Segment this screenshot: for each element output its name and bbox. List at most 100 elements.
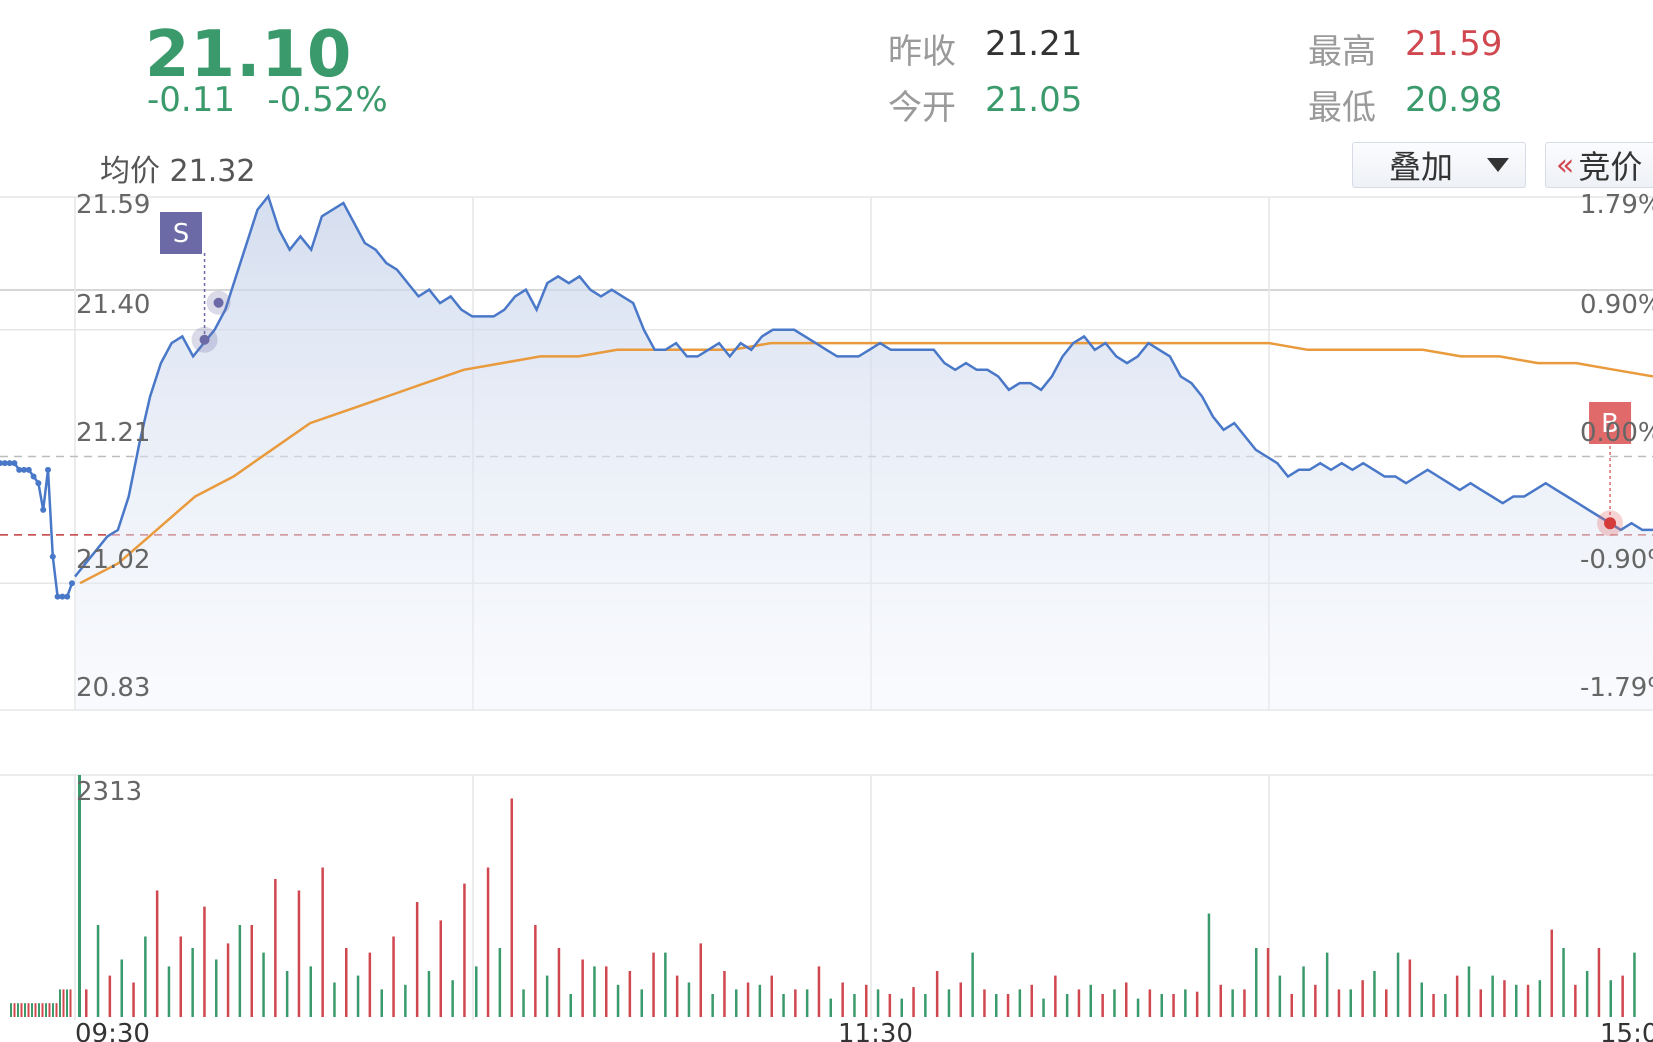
volume-bar [569, 994, 572, 1017]
caret-down-icon [1487, 158, 1509, 172]
volume-bar [226, 943, 230, 1017]
price-line [74, 193, 1653, 578]
volume-bar [463, 883, 466, 1017]
volume-bar [1148, 989, 1152, 1017]
pre-volume-bar [45, 1003, 47, 1017]
volume-bar [746, 982, 750, 1017]
volume-bar [1396, 952, 1400, 1017]
buy-badge-label: B [1601, 409, 1619, 439]
volume-bar [238, 925, 242, 1017]
volume-bar [912, 987, 915, 1017]
volume-bar [1065, 994, 1069, 1017]
volume-bar [498, 948, 502, 1017]
pre-volume-bar [48, 1003, 51, 1017]
volume-bar [486, 867, 490, 1017]
y-tick-right: 0.90% [1580, 290, 1653, 320]
volume-bar [1278, 975, 1282, 1017]
pre-market-point [21, 466, 27, 473]
pre-market-point [40, 506, 47, 513]
volume-bar [1231, 989, 1234, 1017]
volume-bar [1408, 959, 1412, 1017]
high-value: 21.59 [1405, 24, 1503, 64]
y-tick-left: 21.02 [76, 545, 150, 575]
volume-bar [427, 971, 431, 1017]
volume-bar [605, 966, 608, 1017]
volume-bar [1006, 994, 1010, 1017]
pre-market-point [35, 480, 42, 487]
volume-bar [1479, 989, 1482, 1017]
volume-bar [1385, 989, 1388, 1017]
volume-bar [1136, 998, 1140, 1017]
y-tick-left: 21.21 [76, 418, 150, 448]
pre-market-point [25, 466, 32, 473]
volume-bar [356, 975, 360, 1017]
prev-close-label: 昨收 [888, 32, 956, 72]
volume-bar [1184, 989, 1187, 1017]
volume-bar [1597, 948, 1601, 1017]
volume-bar [1255, 948, 1258, 1017]
volume-bar [687, 982, 691, 1017]
pre-market-point [1, 460, 8, 467]
pre-volume-bar [69, 989, 72, 1017]
pre-volume-bar [27, 1003, 30, 1017]
volume-bar [1467, 966, 1471, 1017]
volume-bar [1491, 975, 1494, 1017]
volume-bar [1538, 980, 1542, 1017]
volume-bar [581, 959, 584, 1017]
open-volume-bar [78, 775, 81, 1017]
auction-button[interactable]: « 竞价 [1545, 142, 1653, 188]
pre-volume-bar [38, 1003, 40, 1017]
volume-bar [451, 980, 454, 1017]
volume-bar [132, 982, 135, 1017]
volume-bar [321, 867, 324, 1017]
y-axis-ticks: 21.59 21.40 21.21 21.02 20.83 1.79% 0.90% 0.00%… [76, 190, 1653, 703]
overlay-dropdown[interactable]: 叠加 [1352, 142, 1526, 188]
volume-bar [935, 971, 939, 1017]
sell-point [213, 297, 224, 308]
volume-bar [664, 952, 667, 1017]
volume-bar [959, 982, 962, 1017]
volume-bar [85, 989, 88, 1017]
low-label: 最低 [1308, 88, 1376, 128]
avg-label: 均价 [100, 154, 160, 189]
volume-bar [1633, 952, 1636, 1017]
volume-bar [120, 959, 123, 1017]
volume-bar [297, 890, 301, 1017]
volume-bar [1455, 975, 1459, 1017]
volume-bar [1195, 991, 1199, 1017]
volume-bar [782, 994, 785, 1017]
volume-bar [853, 994, 856, 1017]
volume-bar [333, 982, 336, 1017]
volume-bar [1172, 994, 1175, 1017]
volume-bar [1243, 989, 1246, 1017]
pre-volume-bar [55, 1003, 58, 1017]
volume-bar [735, 989, 738, 1017]
y-tick-right: 0.00% [1580, 418, 1653, 448]
volume-bar [1077, 989, 1081, 1017]
volume-bar [404, 984, 407, 1017]
volume-bar [1113, 989, 1116, 1017]
volume-bar [415, 902, 419, 1017]
x-axis-ticks: 09:30 11:30 15:00 [75, 1019, 1653, 1042]
y-tick-left: 21.40 [76, 290, 150, 320]
volume-bar [1314, 984, 1317, 1017]
volume-bar [1101, 994, 1104, 1017]
pre-volume-bar [52, 1003, 54, 1017]
buy-badge [1589, 402, 1632, 444]
volume-bar [995, 994, 998, 1017]
pre-volume-bar [31, 1003, 33, 1017]
volume-bar [510, 798, 513, 1017]
volume-bar [96, 925, 100, 1017]
volume-bar [699, 943, 702, 1017]
volume-bar [1219, 984, 1222, 1017]
pre-volume-bar [66, 989, 68, 1017]
volume-bar [475, 966, 478, 1017]
volume-bar [557, 948, 561, 1017]
volume-bar [1574, 984, 1577, 1017]
pre-market-point [16, 466, 23, 473]
pre-volume-bar [20, 1003, 23, 1017]
volume-bar [1420, 982, 1423, 1017]
double-chevron-left-icon: « [1556, 147, 1575, 183]
volume-bar [1526, 984, 1530, 1017]
